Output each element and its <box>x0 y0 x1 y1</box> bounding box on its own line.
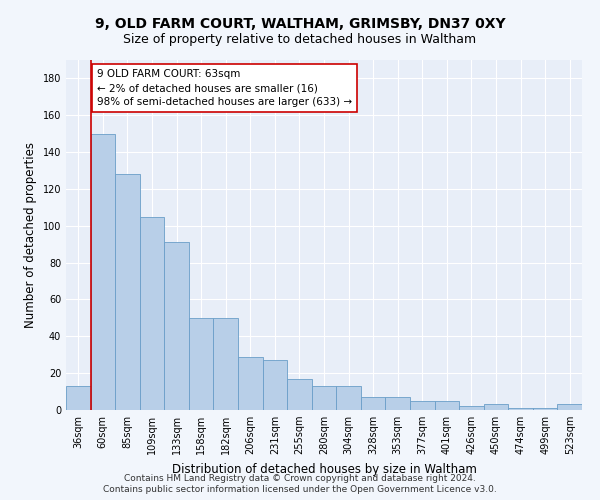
Bar <box>484 404 508 410</box>
Bar <box>410 401 434 410</box>
Bar <box>533 408 557 410</box>
Text: 9, OLD FARM COURT, WALTHAM, GRIMSBY, DN37 0XY: 9, OLD FARM COURT, WALTHAM, GRIMSBY, DN3… <box>95 18 505 32</box>
Bar <box>508 408 533 410</box>
Bar <box>336 386 361 410</box>
Bar <box>385 397 410 410</box>
Bar <box>459 406 484 410</box>
Bar <box>164 242 189 410</box>
Bar <box>557 404 582 410</box>
Text: Contains HM Land Registry data © Crown copyright and database right 2024.
Contai: Contains HM Land Registry data © Crown c… <box>103 474 497 494</box>
Bar <box>361 397 385 410</box>
Bar <box>287 378 312 410</box>
Text: Size of property relative to detached houses in Waltham: Size of property relative to detached ho… <box>124 32 476 46</box>
X-axis label: Distribution of detached houses by size in Waltham: Distribution of detached houses by size … <box>172 462 476 475</box>
Bar <box>238 356 263 410</box>
Bar <box>263 360 287 410</box>
Bar <box>434 401 459 410</box>
Bar <box>91 134 115 410</box>
Bar <box>214 318 238 410</box>
Bar <box>66 386 91 410</box>
Bar <box>140 216 164 410</box>
Y-axis label: Number of detached properties: Number of detached properties <box>24 142 37 328</box>
Bar <box>189 318 214 410</box>
Text: 9 OLD FARM COURT: 63sqm
← 2% of detached houses are smaller (16)
98% of semi-det: 9 OLD FARM COURT: 63sqm ← 2% of detached… <box>97 69 352 107</box>
Bar <box>312 386 336 410</box>
Bar <box>115 174 140 410</box>
